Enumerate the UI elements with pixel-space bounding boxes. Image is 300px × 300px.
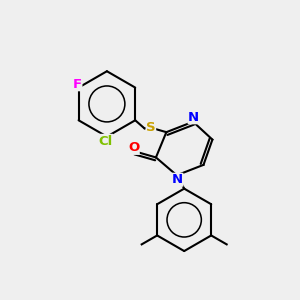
Text: F: F (73, 77, 82, 91)
Text: Cl: Cl (98, 135, 112, 148)
Text: N: N (188, 111, 199, 124)
Text: O: O (128, 141, 139, 154)
Text: N: N (172, 173, 183, 186)
Text: S: S (146, 121, 156, 134)
